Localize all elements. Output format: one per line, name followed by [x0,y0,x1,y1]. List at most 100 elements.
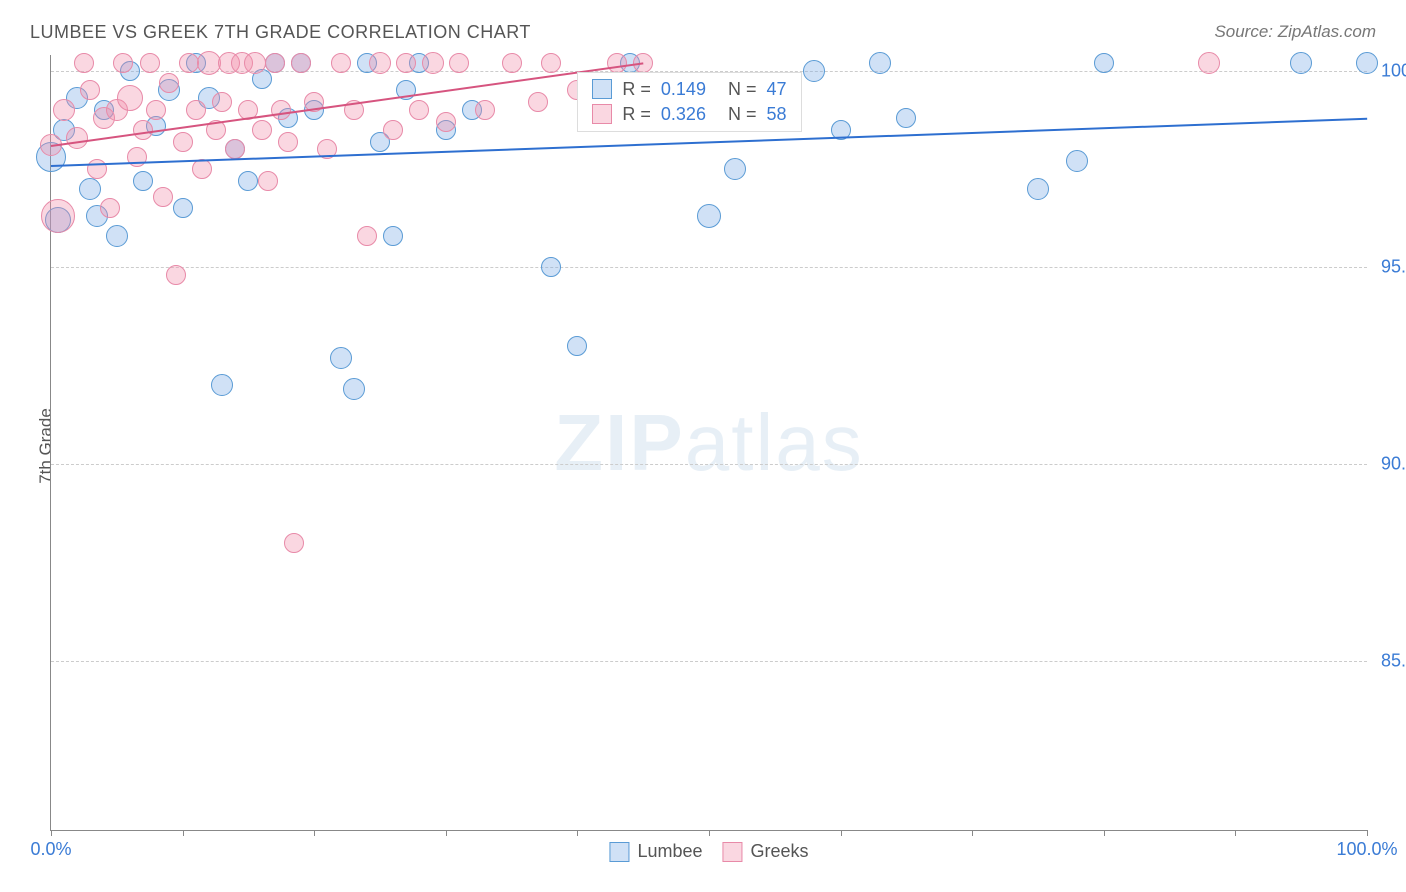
x-tick [1235,830,1236,836]
scatter-point [146,100,166,120]
scatter-point [1094,53,1114,73]
scatter-point [383,226,403,246]
x-tick [841,830,842,836]
chart-title: LUMBEE VS GREEK 7TH GRADE CORRELATION CH… [30,22,531,43]
scatter-point [331,53,351,73]
scatter-point [238,171,258,191]
scatter-point [409,100,429,120]
legend-swatch [592,79,612,99]
x-tick-label: 0.0% [30,839,71,860]
scatter-point [278,132,298,152]
scatter-point [192,159,212,179]
scatter-point [803,60,825,82]
y-tick-label: 85.0% [1373,650,1406,671]
scatter-point [225,139,245,159]
x-tick [51,830,52,836]
gridline [51,464,1367,465]
scatter-point [541,257,561,277]
legend-label: Greeks [751,841,809,862]
legend-item: Lumbee [609,841,702,862]
scatter-point [541,53,561,73]
legend-label: Lumbee [637,841,702,862]
scatter-point [567,336,587,356]
x-tick [1104,830,1105,836]
scatter-point [869,52,891,74]
scatter-point [41,199,75,233]
legend-row: R = 0.149 N = 47 [578,77,800,102]
legend-item: Greeks [723,841,809,862]
x-tick [314,830,315,836]
correlation-legend: R = 0.149 N = 47 R = 0.326 N = 58 [577,72,801,132]
watermark-bold: ZIP [554,398,684,487]
legend-n-label: N = [728,104,757,125]
legend-swatch [723,842,743,862]
legend-swatch [609,842,629,862]
x-tick-label: 100.0% [1336,839,1397,860]
legend-r-value: 0.326 [661,104,706,125]
scatter-point [127,147,147,167]
scatter-point [79,178,101,200]
scatter-point [113,53,133,73]
scatter-point [244,52,266,74]
scatter-point [1356,52,1378,74]
legend-n-value: 47 [766,79,786,100]
scatter-point [166,265,186,285]
scatter-point [80,80,100,100]
scatter-point [173,198,193,218]
gridline [51,661,1367,662]
scatter-point [724,158,746,180]
legend-row: R = 0.326 N = 58 [578,102,800,127]
scatter-point [383,120,403,140]
watermark: ZIPatlas [554,397,863,489]
scatter-point [422,52,444,74]
scatter-point [211,374,233,396]
scatter-point [252,120,272,140]
scatter-point [607,53,627,73]
legend-n-label: N = [728,79,757,100]
scatter-point [357,226,377,246]
scatter-point [106,225,128,247]
legend-r-value: 0.149 [661,79,706,100]
scatter-point [258,171,278,191]
x-tick [577,830,578,836]
chart-source: Source: ZipAtlas.com [1214,22,1376,42]
scatter-point [159,73,179,93]
scatter-point [896,108,916,128]
scatter-point [140,53,160,73]
scatter-point [66,127,88,149]
scatter-point [74,53,94,73]
series-legend: Lumbee Greeks [609,841,808,862]
scatter-point [528,92,548,112]
y-tick-label: 95.0% [1373,257,1406,278]
scatter-point [1066,150,1088,172]
scatter-point [265,53,285,73]
scatter-point [1290,52,1312,74]
legend-r-label: R = [622,104,651,125]
scatter-point [369,52,391,74]
scatter-point [100,198,120,218]
scatter-point [117,85,143,111]
scatter-point [1027,178,1049,200]
x-tick [183,830,184,836]
x-tick [446,830,447,836]
gridline [51,267,1367,268]
scatter-point [449,53,469,73]
x-tick [1367,830,1368,836]
legend-r-label: R = [622,79,651,100]
legend-n-value: 58 [766,104,786,125]
scatter-point [284,533,304,553]
legend-swatch [592,104,612,124]
scatter-point [436,112,456,132]
y-tick-label: 90.0% [1373,454,1406,475]
scatter-point [697,204,721,228]
scatter-point [133,171,153,191]
scatter-point [1198,52,1220,74]
scatter-point [153,187,173,207]
scatter-point [133,120,153,140]
scatter-point [475,100,495,120]
scatter-point [502,53,522,73]
scatter-point [186,100,206,120]
scatter-point [396,53,416,73]
scatter-point [173,132,193,152]
scatter-point [291,53,311,73]
